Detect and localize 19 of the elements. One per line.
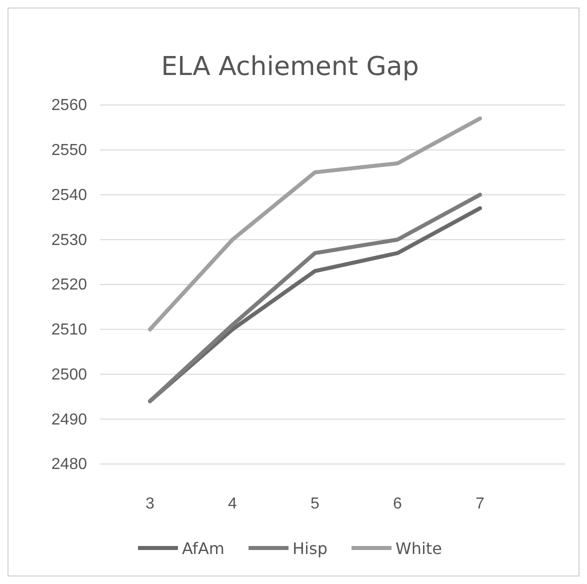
y-tick-label: 2550 [51,142,88,159]
y-tick-label: 2530 [51,232,88,249]
chart-title: ELA Achiement Gap [161,52,419,82]
y-tick-label: 2540 [51,186,88,204]
legend-label: AfAm [182,539,225,558]
legend-label: Hisp [292,539,328,558]
y-tick-label: 2500 [51,366,88,384]
x-tick-label: 3 [146,495,155,512]
y-tick-label: 2480 [51,456,88,474]
x-tick-label: 4 [228,495,238,512]
y-tick-label: 2510 [51,321,88,338]
x-tick-label: 5 [310,495,320,512]
line-series [148,116,482,332]
legend-label: White [395,539,442,558]
y-tick-label: 2560 [51,97,88,114]
y-tick-label: 2520 [51,276,88,294]
y-tick-label: 2490 [51,411,88,428]
x-tick-label: 6 [393,495,402,512]
x-tick-label: 7 [476,495,485,512]
